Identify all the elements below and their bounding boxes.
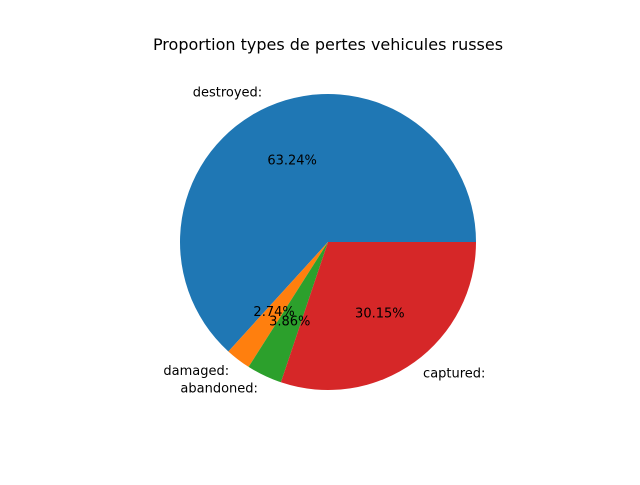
- slice-percent-label: 30.15%: [355, 307, 405, 322]
- slice-label: damaged:: [163, 364, 229, 379]
- pie-slice-captured: [280, 242, 476, 390]
- pie-slice-abandoned: [248, 242, 328, 383]
- slice-percent-label: 2.74%: [253, 305, 294, 320]
- pie-slice-destroyed: [180, 94, 477, 352]
- pie-slices: [180, 94, 477, 390]
- chart-title: Proportion types de pertes vehicules rus…: [153, 35, 503, 54]
- slice-label: destroyed:: [193, 86, 262, 101]
- slice-percent-label: 3.86%: [269, 315, 310, 330]
- pie-labels: destroyed: 63.24% damaged: 2.74% abandoned: 3…: [163, 86, 485, 397]
- slice-percent-label: 63.24%: [267, 153, 317, 168]
- pie-slice-damaged: [228, 242, 328, 367]
- slice-label: abandoned:: [180, 381, 258, 396]
- slice-label: captured:: [423, 367, 485, 382]
